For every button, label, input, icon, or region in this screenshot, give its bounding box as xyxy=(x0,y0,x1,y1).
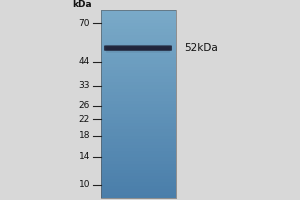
Bar xyxy=(100,188,176,192)
Bar xyxy=(100,154,176,157)
Bar xyxy=(100,138,176,142)
Bar xyxy=(100,113,176,117)
Bar xyxy=(100,135,176,139)
Bar xyxy=(100,54,176,57)
Bar xyxy=(100,76,176,79)
Bar xyxy=(100,160,176,164)
Bar xyxy=(100,182,176,186)
Bar xyxy=(100,88,176,92)
FancyBboxPatch shape xyxy=(106,50,170,53)
Bar xyxy=(100,116,176,120)
Bar xyxy=(100,51,176,54)
Bar xyxy=(100,195,176,198)
Bar xyxy=(100,101,176,104)
Bar xyxy=(100,179,176,182)
Bar xyxy=(100,191,176,195)
Bar xyxy=(100,119,176,123)
Bar xyxy=(100,60,176,64)
Bar xyxy=(100,38,176,42)
Bar xyxy=(100,44,176,48)
Bar xyxy=(100,148,176,151)
Bar xyxy=(100,110,176,114)
Bar xyxy=(100,107,176,110)
Bar xyxy=(100,13,176,17)
Text: 52kDa: 52kDa xyxy=(184,43,218,53)
Bar xyxy=(100,151,176,154)
Bar xyxy=(100,29,176,32)
Bar xyxy=(100,145,176,148)
Bar xyxy=(100,104,176,107)
FancyBboxPatch shape xyxy=(106,45,170,48)
Text: kDa: kDa xyxy=(72,0,92,9)
Bar xyxy=(100,19,176,23)
Bar xyxy=(100,10,176,198)
Bar xyxy=(100,41,176,45)
FancyBboxPatch shape xyxy=(104,45,172,51)
Text: 14: 14 xyxy=(79,152,90,161)
Bar xyxy=(100,123,176,126)
Text: 10: 10 xyxy=(79,180,90,189)
Bar xyxy=(100,98,176,101)
Text: 18: 18 xyxy=(79,131,90,140)
FancyBboxPatch shape xyxy=(106,47,170,50)
Bar xyxy=(100,23,176,26)
Bar xyxy=(100,26,176,29)
Text: 26: 26 xyxy=(79,101,90,110)
Bar xyxy=(100,91,176,95)
Bar xyxy=(100,94,176,98)
Bar xyxy=(100,170,176,173)
Bar xyxy=(100,157,176,161)
Bar xyxy=(100,69,176,73)
Bar xyxy=(100,79,176,82)
Bar xyxy=(100,10,176,14)
Bar xyxy=(100,66,176,70)
Bar xyxy=(100,185,176,189)
Bar xyxy=(100,163,176,167)
Bar xyxy=(100,126,176,129)
Bar xyxy=(100,16,176,20)
Bar xyxy=(100,73,176,76)
Text: 70: 70 xyxy=(79,19,90,28)
Bar xyxy=(100,57,176,60)
Bar xyxy=(100,82,176,85)
Bar xyxy=(100,166,176,170)
Bar xyxy=(100,85,176,89)
Text: 22: 22 xyxy=(79,115,90,124)
Bar xyxy=(100,63,176,67)
Text: 44: 44 xyxy=(79,57,90,66)
Bar xyxy=(100,141,176,145)
Bar xyxy=(100,32,176,35)
Bar xyxy=(100,176,176,179)
Text: 33: 33 xyxy=(79,81,90,90)
Bar xyxy=(100,48,176,51)
Bar xyxy=(100,35,176,39)
Bar xyxy=(100,132,176,136)
Bar xyxy=(100,129,176,132)
Bar xyxy=(100,173,176,176)
